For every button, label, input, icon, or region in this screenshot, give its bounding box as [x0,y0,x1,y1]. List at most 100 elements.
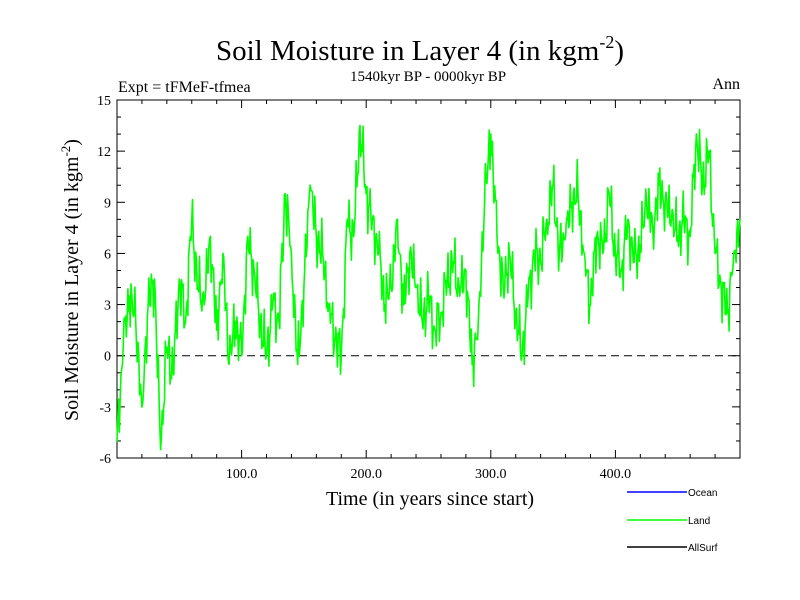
data-point [166,346,168,349]
data-point [683,218,685,221]
data-point [396,218,399,221]
data-point [197,286,199,289]
series-line-land [116,124,741,451]
data-point [253,269,255,272]
y-axis: -6 -3 0 3 6 9 12 15 [97,94,740,467]
y-tick-label: -6 [99,452,111,467]
chart-title: Soil Moisture in Layer 4 (in kgm-2) [216,32,624,67]
data-point [627,218,629,221]
x-axis-label: Time (in years since start) [326,488,534,510]
data-point [639,244,642,246]
data-point [191,218,193,221]
data-point [265,354,268,357]
x-axis: 100.0 200.0 300.0 400.0 [141,100,716,482]
data-point [134,320,137,323]
x-tick-label: 400.0 [600,467,632,482]
data-point [645,201,648,204]
data-point [670,218,673,221]
experiment-label: Expt = tFMeF-tfmea [118,79,251,96]
data-point [614,252,617,255]
data-point [595,235,598,238]
data-point [546,218,548,221]
data-point [203,303,205,306]
data-point [458,295,461,297]
data-point [147,303,149,306]
data-point [620,269,623,272]
data-point [539,261,542,263]
data-point [652,227,654,229]
data-point [321,252,324,255]
data-point [471,363,473,366]
data-point [676,235,679,238]
data-point [564,235,567,238]
data-point [128,295,131,297]
data-point [222,252,224,255]
data-point [720,286,723,289]
data-point [365,193,368,195]
data-point [583,252,586,255]
data-point [664,201,666,204]
data-point [433,329,436,331]
data-point [178,278,181,280]
season-label: Ann [712,76,740,93]
data-point [340,354,343,357]
chart-subtitle: 1540kyr BP - 0000kyr BP [350,69,506,85]
data-point [390,286,392,289]
data-point [290,252,293,255]
data-point [496,235,498,238]
data-point [116,440,118,442]
y-tick-label: 3 [104,299,111,314]
data-point [689,235,691,238]
data-point [153,278,156,280]
data-point [384,303,386,306]
data-point [303,286,305,289]
data-point [483,201,486,204]
data-point [633,261,635,263]
data-point [552,184,554,186]
data-point [527,295,529,297]
y-tick-label: -3 [99,401,111,416]
data-point [739,218,741,221]
x-tick-label: 200.0 [350,467,382,482]
y-tick-label: 12 [97,145,111,160]
plot-frame [116,99,741,459]
data-point [159,448,162,451]
data-point [352,235,355,238]
y-tick-label: 6 [104,247,111,262]
data-point [589,303,592,306]
y-tick-label: 9 [104,196,111,211]
data-point [577,193,579,195]
data-point [571,201,573,204]
data-point [446,278,449,280]
data-point [402,303,405,306]
data-point [209,235,212,238]
data-point [184,320,187,323]
data-point [309,184,311,186]
data-point [284,193,287,195]
data-point [215,329,218,331]
legend-label-land: Land [688,516,710,527]
data-point [240,354,243,357]
data-point [122,346,124,349]
data-point [658,184,660,186]
data-point [733,252,735,255]
data-point [533,252,536,255]
x-tick-label: 300.0 [475,467,507,482]
data-point [726,312,729,314]
legend-label-allsurf: AllSurf [688,543,718,554]
data-point [315,235,318,238]
data-point [714,252,716,255]
data-point [602,252,604,255]
y-axis-label: Soil Moisture in Layer 4 (in kgm-2) [58,139,83,421]
data-point [701,184,704,186]
data-point [259,320,262,323]
data-point [346,218,349,221]
data-point [409,252,411,255]
data-point [421,320,424,323]
data-point [415,286,417,289]
series-group [116,124,741,451]
data-point [427,295,430,297]
data-point [272,303,274,306]
data-point [708,150,710,152]
